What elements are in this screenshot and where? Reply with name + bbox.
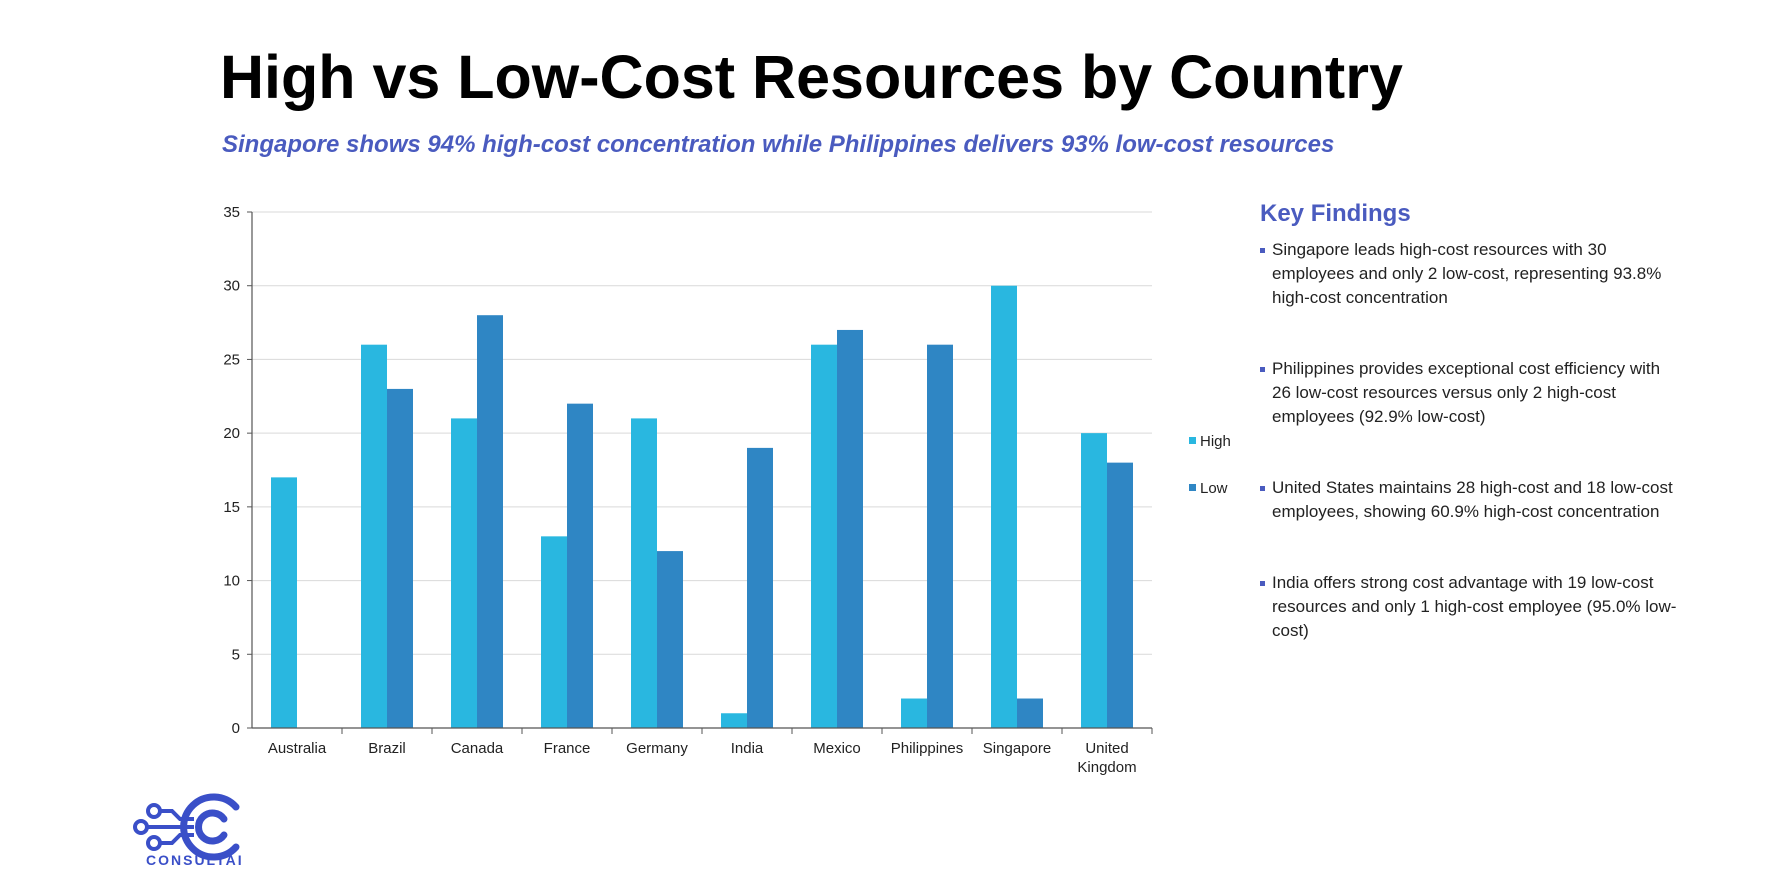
bar-high <box>271 477 297 728</box>
x-tick-label: Australia <box>268 740 327 757</box>
x-tick-label: Germany <box>626 740 688 757</box>
x-tick-label: Brazil <box>368 740 406 757</box>
x-tick-label: Canada <box>451 740 504 757</box>
x-tick-label: Singapore <box>983 740 1051 757</box>
y-tick-label: 10 <box>223 573 240 590</box>
bar-low <box>837 329 863 728</box>
bullet-icon <box>1260 248 1265 253</box>
bar-high <box>361 344 387 728</box>
bar-high <box>631 418 657 728</box>
finding-item: Singapore leads high-cost resources with… <box>1260 238 1680 310</box>
legend-label-low: Low <box>1200 480 1228 497</box>
bar-low <box>1017 698 1043 728</box>
bar-high <box>451 418 477 728</box>
bar-low <box>1107 462 1133 728</box>
x-tick-label: Mexico <box>813 740 861 757</box>
finding-text: United States maintains 28 high-cost and… <box>1272 478 1673 521</box>
x-tick-label-line: France <box>544 740 591 757</box>
bar-low <box>927 344 953 728</box>
y-tick-label: 15 <box>223 499 240 516</box>
x-tick-label-line: United <box>1085 740 1128 757</box>
finding-item: United States maintains 28 high-cost and… <box>1260 476 1680 524</box>
x-tick-label: Philippines <box>891 740 964 757</box>
finding-text: India offers strong cost advantage with … <box>1272 573 1677 640</box>
bars <box>271 285 1133 728</box>
y-tick-label: 5 <box>232 646 240 663</box>
bar-low <box>387 388 413 728</box>
bullet-icon <box>1260 581 1265 586</box>
axes: 0 5 10 15 20 25 30 35 Australia Brazil Canada Franc… <box>223 204 1153 776</box>
x-tick-label-line: Mexico <box>813 740 861 757</box>
x-tick-label: France <box>544 740 591 757</box>
finding-text: Singapore leads high-cost resources with… <box>1272 240 1662 307</box>
bar-high <box>721 713 747 728</box>
x-tick-label-line: Canada <box>451 740 504 757</box>
bar-high <box>901 698 927 728</box>
x-tick-label-line: Singapore <box>983 740 1051 757</box>
bar-low <box>747 447 773 728</box>
key-findings-heading: Key Findings <box>1260 200 1411 227</box>
y-tick-label: 30 <box>223 278 240 295</box>
x-tick-label-line: Brazil <box>368 740 406 757</box>
slide-subtitle: Singapore shows 94% high-cost concentrat… <box>222 131 1335 158</box>
bar-low <box>657 551 683 728</box>
consultai-logo-icon <box>133 793 240 861</box>
slide-title: High vs Low-Cost Resources by Country <box>220 43 1403 111</box>
bar-high <box>541 536 567 728</box>
bullet-icon <box>1260 486 1265 491</box>
finding-text: Philippines provides exceptional cost ef… <box>1272 359 1661 426</box>
x-tick-label-line: India <box>731 740 764 757</box>
x-tick-label-line: Germany <box>626 740 688 757</box>
key-findings-panel: Key Findings Singapore leads high-cost r… <box>1260 200 1680 690</box>
y-tick-label: 0 <box>232 720 240 737</box>
bar-low <box>477 315 503 728</box>
x-tick-label: India <box>731 740 764 757</box>
bullet-icon <box>1260 367 1265 372</box>
y-tick-label: 25 <box>223 351 240 368</box>
y-tick-label: 20 <box>223 425 240 442</box>
bar-high <box>1081 433 1107 728</box>
legend-swatch-high <box>1189 437 1196 444</box>
x-tick-label-line: Kingdom <box>1077 759 1136 776</box>
legend: High Low <box>1189 433 1231 497</box>
bar-high <box>811 344 837 728</box>
logo-wordmark: CONSULTAI <box>146 852 244 868</box>
x-tick-label: United Kingdom <box>1077 740 1136 776</box>
x-tick-label-line: Australia <box>268 740 327 757</box>
bar-high <box>991 285 1017 728</box>
x-tick-label-line: Philippines <box>891 740 964 757</box>
finding-item: Philippines provides exceptional cost ef… <box>1260 357 1680 429</box>
finding-item: India offers strong cost advantage with … <box>1260 571 1680 643</box>
y-tick-label: 35 <box>223 204 240 221</box>
bar-low <box>567 403 593 728</box>
legend-swatch-low <box>1189 484 1196 491</box>
legend-label-high: High <box>1200 433 1231 450</box>
